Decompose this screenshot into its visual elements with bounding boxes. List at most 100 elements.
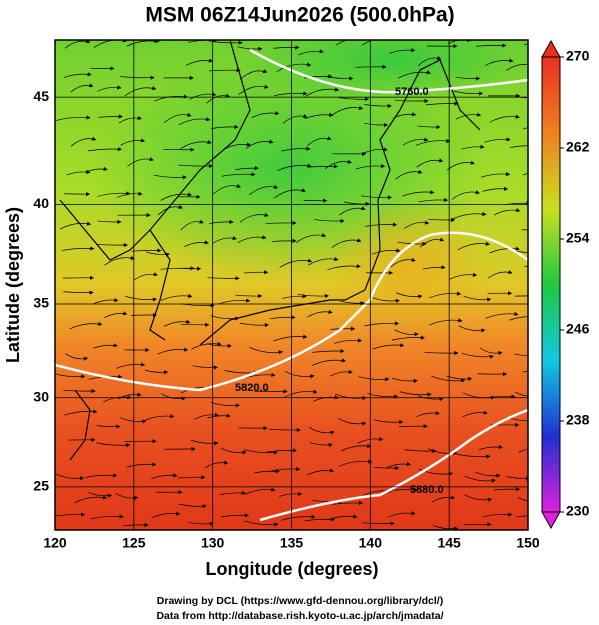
colorbar: 230 238 246 254 262 270 (541, 39, 590, 530)
streamline (305, 87, 340, 97)
streamline (327, 76, 354, 81)
streamline (209, 219, 234, 224)
streamline (372, 297, 400, 304)
streamline (219, 490, 246, 495)
streamline (308, 427, 335, 435)
colorbar-tick-label: 262 (566, 139, 590, 155)
streamline (206, 93, 231, 104)
streamline (244, 487, 276, 495)
streamline (389, 48, 416, 54)
contour-label: 5760.0 (395, 86, 429, 98)
streamline (63, 388, 96, 394)
streamline (329, 369, 353, 377)
streamline (271, 238, 297, 243)
grid (55, 40, 528, 530)
streamline (518, 448, 528, 453)
streamline (338, 206, 366, 216)
x-tick-label: 140 (359, 535, 383, 551)
streamline (461, 352, 494, 359)
streamline (428, 291, 462, 299)
streamline (517, 497, 528, 502)
streamline (334, 338, 362, 344)
streamline (125, 295, 158, 302)
streamline (55, 373, 86, 379)
streamline (245, 372, 276, 378)
streamline (207, 343, 232, 349)
streamline (387, 511, 416, 518)
x-tick-label: 145 (437, 535, 461, 551)
streamline (249, 347, 283, 355)
streamline (218, 298, 251, 305)
streamline (120, 138, 146, 146)
x-tick-label: 130 (201, 535, 225, 551)
streamline (116, 362, 146, 369)
streamline (482, 186, 509, 192)
streamline (145, 414, 175, 421)
streamline (360, 195, 393, 200)
streamline (151, 511, 181, 519)
streamline (238, 84, 269, 95)
streamline (204, 460, 229, 469)
streamline (235, 165, 259, 171)
streamline (307, 309, 333, 318)
streamline (487, 270, 513, 279)
y-tick-label: 35 (33, 295, 49, 311)
streamline (331, 238, 362, 248)
streamline (249, 184, 279, 196)
streamline (97, 191, 131, 197)
streamline (463, 295, 492, 302)
streamline (104, 255, 135, 266)
streamline (243, 520, 279, 527)
streamline (453, 90, 484, 96)
colorbar-body (541, 56, 561, 513)
streamline (240, 69, 268, 80)
streamline (145, 369, 169, 375)
streamline (161, 393, 186, 401)
streamline (487, 291, 513, 296)
streamline (455, 76, 481, 81)
streamline (298, 49, 324, 56)
streamline (391, 335, 426, 341)
streamline (478, 444, 503, 451)
streamline (180, 139, 212, 150)
streamline (254, 469, 280, 474)
streamline (417, 125, 441, 130)
streamline (306, 164, 339, 169)
streamline (282, 113, 308, 124)
streamline (396, 292, 423, 299)
streamline (123, 522, 149, 527)
streamline (358, 376, 390, 382)
streamline (190, 439, 219, 446)
streamline (309, 442, 333, 448)
streamline (265, 220, 297, 226)
streamline (151, 473, 178, 480)
streamline (364, 122, 389, 128)
y-tick-label: 40 (33, 195, 49, 211)
streamline (281, 146, 311, 152)
x-tick-label: 150 (516, 535, 540, 551)
streamline (332, 500, 364, 506)
x-tick-label: 120 (43, 535, 67, 551)
streamline (402, 137, 429, 146)
streamline (244, 270, 269, 275)
streamline (269, 315, 296, 320)
streamline (70, 83, 94, 93)
contour (55, 48, 528, 522)
streamline (418, 55, 442, 66)
streamline (522, 172, 528, 176)
y-axis-label: Latitude (degrees) (3, 207, 23, 363)
streamline (458, 325, 486, 333)
streamline (433, 525, 459, 530)
streamline (424, 350, 459, 356)
streamline (84, 166, 108, 173)
streamline (211, 124, 239, 130)
streamline (457, 241, 490, 251)
streamline (93, 343, 118, 349)
streamline (344, 201, 370, 207)
streamline (514, 353, 528, 357)
streamline (85, 473, 118, 478)
streamline (237, 235, 267, 243)
streamline (74, 495, 108, 504)
colorbar-tick-label: 254 (566, 230, 590, 246)
streamline (180, 322, 210, 327)
